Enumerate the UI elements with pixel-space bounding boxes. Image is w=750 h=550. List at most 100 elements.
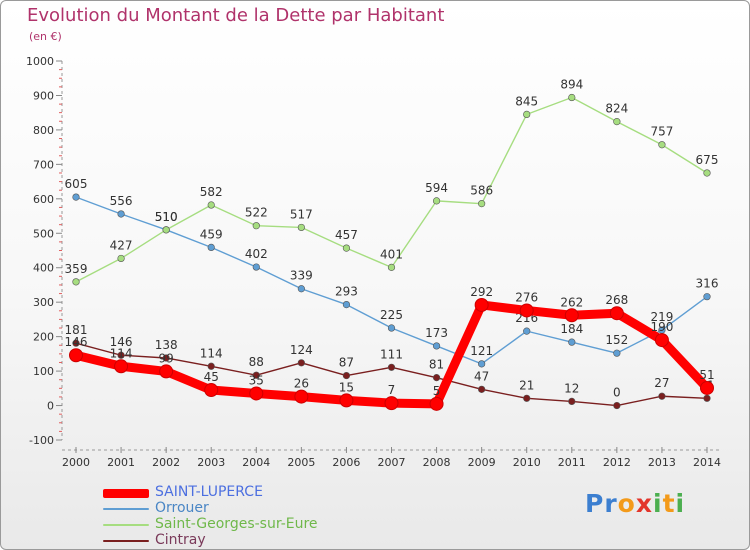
data-label: 88 bbox=[249, 355, 264, 369]
chart-title: Evolution du Montant de la Dette par Hab… bbox=[27, 5, 445, 26]
legend-label: Orrouer bbox=[155, 500, 209, 516]
data-point bbox=[342, 300, 351, 309]
y-tick-label: 1000 bbox=[26, 55, 54, 68]
data-label: 111 bbox=[380, 347, 403, 361]
x-tick-label: 2008 bbox=[423, 456, 451, 469]
data-point bbox=[432, 374, 441, 382]
data-label: 293 bbox=[335, 285, 358, 299]
data-point bbox=[613, 401, 621, 410]
data-point bbox=[700, 380, 714, 395]
data-label: 522 bbox=[245, 206, 268, 220]
data-point bbox=[207, 362, 215, 370]
data-point bbox=[72, 339, 80, 347]
logo-letter: t bbox=[662, 489, 676, 518]
data-label: 605 bbox=[65, 177, 88, 191]
logo-letter: i bbox=[653, 489, 663, 518]
data-label: 81 bbox=[429, 358, 444, 372]
y-tick-label: 100 bbox=[33, 365, 54, 378]
data-label: 15 bbox=[339, 380, 354, 394]
y-tick-label: 500 bbox=[33, 227, 54, 240]
data-point bbox=[204, 383, 219, 398]
legend-item: Cintray bbox=[103, 532, 363, 549]
data-point bbox=[568, 397, 576, 406]
x-tick-label: 2000 bbox=[62, 456, 90, 469]
proxiti-logo: Proxiti bbox=[585, 489, 685, 518]
data-label: 894 bbox=[560, 78, 583, 92]
data-label: 276 bbox=[515, 290, 538, 304]
series-orrouer: 6055565104594023392932251731212161841522… bbox=[65, 177, 718, 368]
x-tick-label: 2005 bbox=[287, 456, 315, 469]
data-label: 0 bbox=[613, 386, 621, 400]
data-point bbox=[342, 371, 351, 380]
data-point bbox=[474, 297, 489, 312]
data-point bbox=[162, 354, 170, 362]
data-label: 152 bbox=[605, 333, 628, 347]
data-label: 268 bbox=[605, 293, 628, 307]
x-tick-label: 2007 bbox=[378, 456, 406, 469]
data-point bbox=[294, 389, 309, 404]
data-label: 99 bbox=[159, 351, 174, 365]
data-point bbox=[252, 222, 260, 230]
data-label: 675 bbox=[696, 153, 719, 167]
y-tick-label: 300 bbox=[33, 296, 54, 309]
logo-letter: P bbox=[585, 489, 605, 518]
data-label: 114 bbox=[200, 346, 223, 360]
data-point bbox=[387, 363, 396, 371]
data-point bbox=[703, 293, 711, 301]
data-label: 138 bbox=[155, 338, 178, 352]
data-label: 146 bbox=[65, 335, 88, 349]
data-label: 757 bbox=[650, 125, 673, 139]
data-label: 359 bbox=[65, 262, 88, 276]
data-point bbox=[297, 285, 305, 293]
data-label: 5 bbox=[433, 384, 441, 398]
y-tick-label: 600 bbox=[33, 193, 54, 206]
data-label: 427 bbox=[110, 238, 133, 252]
legend-item: SAINT-LUPERCE bbox=[103, 484, 363, 501]
data-label: 556 bbox=[110, 194, 133, 208]
data-label: 510 bbox=[155, 210, 178, 224]
legend-swatch bbox=[103, 524, 149, 526]
data-point bbox=[252, 371, 260, 379]
data-label: 292 bbox=[470, 285, 493, 299]
legend-item: Saint-Georges-sur-Eure bbox=[103, 516, 363, 533]
data-point bbox=[432, 342, 441, 350]
data-label: 225 bbox=[380, 308, 403, 322]
data-point bbox=[72, 278, 80, 286]
data-point bbox=[387, 324, 396, 332]
data-point bbox=[703, 169, 711, 177]
x-tick-label: 2013 bbox=[648, 456, 676, 469]
data-point bbox=[523, 327, 531, 335]
data-label: 27 bbox=[654, 376, 669, 390]
data-point bbox=[478, 200, 486, 208]
data-point bbox=[69, 348, 83, 363]
legend-swatch bbox=[103, 488, 149, 498]
data-point bbox=[117, 210, 125, 218]
data-point bbox=[387, 263, 396, 271]
data-point bbox=[523, 110, 531, 119]
data-label: 517 bbox=[290, 207, 313, 221]
legend-swatch bbox=[103, 540, 149, 542]
series-saint-georges-sur-eure: 359 427 510 582 522 517 457 401 594 586 845 894 824 7… bbox=[65, 78, 719, 286]
data-label: 582 bbox=[200, 185, 223, 199]
y-tick-label: 900 bbox=[33, 89, 54, 102]
data-point bbox=[117, 254, 125, 263]
data-point bbox=[658, 141, 666, 149]
x-tick-label: 2011 bbox=[558, 456, 586, 469]
data-point bbox=[658, 392, 666, 400]
data-point bbox=[478, 385, 486, 393]
data-point bbox=[252, 263, 260, 271]
data-point bbox=[162, 226, 170, 234]
data-label: 173 bbox=[425, 326, 448, 340]
logo-letter: r bbox=[604, 489, 618, 518]
data-point bbox=[297, 223, 305, 232]
data-label: 402 bbox=[245, 247, 268, 261]
data-point bbox=[478, 360, 486, 368]
x-tick-label: 2001 bbox=[107, 456, 135, 469]
x-tick-label: 2003 bbox=[197, 456, 225, 469]
data-label: 262 bbox=[560, 295, 583, 309]
x-tick-label: 2004 bbox=[242, 456, 270, 469]
x-tick-label: 2010 bbox=[513, 456, 541, 469]
data-label: 339 bbox=[290, 269, 313, 283]
data-point bbox=[159, 364, 174, 379]
